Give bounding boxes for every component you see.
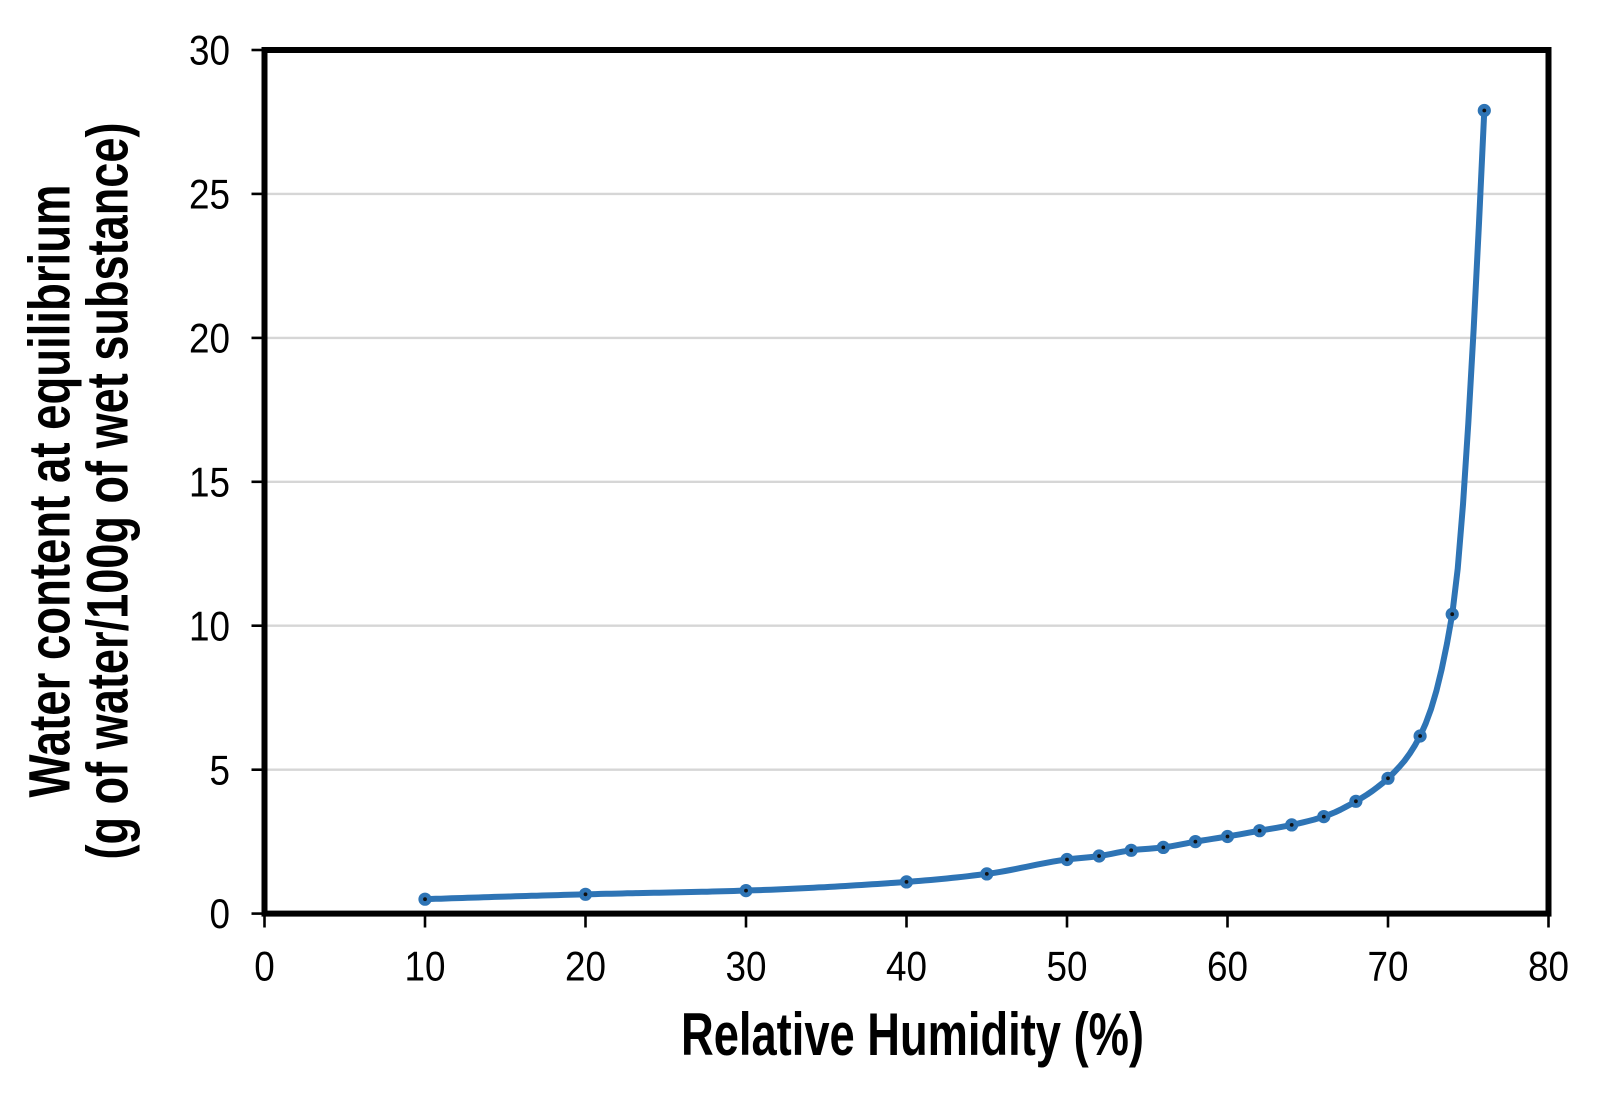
svg-text:30: 30 bbox=[189, 27, 230, 74]
svg-text:30: 30 bbox=[726, 943, 767, 990]
svg-text:15: 15 bbox=[189, 458, 230, 505]
svg-text:(g of water/100g of wet substa: (g of water/100g of wet substance) bbox=[76, 123, 141, 860]
svg-text:70: 70 bbox=[1368, 943, 1409, 990]
svg-text:Water content at equilibrium: Water content at equilibrium bbox=[18, 185, 83, 798]
svg-text:60: 60 bbox=[1207, 943, 1248, 990]
svg-text:20: 20 bbox=[565, 943, 606, 990]
svg-text:40: 40 bbox=[886, 943, 927, 990]
svg-text:20: 20 bbox=[189, 315, 230, 362]
svg-text:25: 25 bbox=[189, 171, 230, 218]
svg-text:50: 50 bbox=[1047, 943, 1088, 990]
svg-text:80: 80 bbox=[1528, 943, 1569, 990]
svg-text:Relative Humidity (%): Relative Humidity (%) bbox=[681, 1001, 1144, 1068]
svg-text:10: 10 bbox=[189, 602, 230, 649]
svg-text:0: 0 bbox=[210, 890, 231, 937]
svg-text:0: 0 bbox=[254, 943, 275, 990]
svg-text:10: 10 bbox=[405, 943, 446, 990]
svg-text:5: 5 bbox=[210, 746, 231, 793]
